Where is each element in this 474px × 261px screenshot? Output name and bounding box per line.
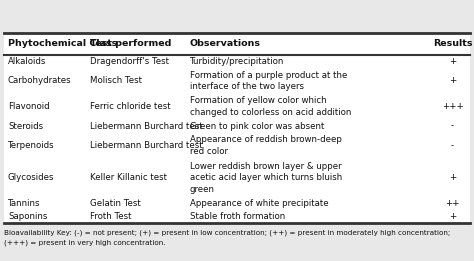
Text: Dragendorff's Test: Dragendorff's Test <box>90 57 169 66</box>
Text: Stable froth formation: Stable froth formation <box>190 212 285 221</box>
Bar <box>4 55 470 68</box>
Text: Liebermann Burchard test: Liebermann Burchard test <box>90 122 202 130</box>
Text: Formation of a purple product at the
interface of the two layers: Formation of a purple product at the int… <box>190 71 347 91</box>
Text: Lower reddish brown layer & upper
acetic acid layer which turns bluish
green: Lower reddish brown layer & upper acetic… <box>190 162 342 194</box>
Text: Liebermann Burchard test: Liebermann Burchard test <box>90 141 202 150</box>
Text: Turbidity/precipitation: Turbidity/precipitation <box>190 57 284 66</box>
Bar <box>4 210 470 223</box>
Text: Green to pink color was absent: Green to pink color was absent <box>190 122 324 130</box>
Text: Steroids: Steroids <box>8 122 43 130</box>
Text: Keller Killanic test: Keller Killanic test <box>90 173 166 182</box>
Bar <box>4 197 470 210</box>
Text: Tannins: Tannins <box>8 199 40 208</box>
Text: Molisch Test: Molisch Test <box>90 76 142 85</box>
Text: Bioavailability Key: (-) = not present; (+) = present in low concentration; (++): Bioavailability Key: (-) = not present; … <box>4 230 450 236</box>
Bar <box>4 68 470 94</box>
Text: +++: +++ <box>442 102 464 111</box>
Text: Alkaloids: Alkaloids <box>8 57 46 66</box>
Text: (+++) = present in very high concentration.: (+++) = present in very high concentrati… <box>4 240 165 246</box>
Text: +: + <box>449 76 456 85</box>
Text: Gelatin Test: Gelatin Test <box>90 199 140 208</box>
Bar <box>4 33 470 223</box>
Bar <box>4 158 470 197</box>
Text: Saponins: Saponins <box>8 212 47 221</box>
Text: Froth Test: Froth Test <box>90 212 131 221</box>
Text: Formation of yellow color which
changed to colorless on acid addition: Formation of yellow color which changed … <box>190 97 351 117</box>
Text: Glycosides: Glycosides <box>8 173 55 182</box>
Bar <box>4 94 470 120</box>
Text: Test performed: Test performed <box>90 39 171 49</box>
Text: -: - <box>451 141 454 150</box>
Text: Carbohydrates: Carbohydrates <box>8 76 72 85</box>
Text: Results: Results <box>433 39 472 49</box>
Text: Observations: Observations <box>190 39 261 49</box>
Bar <box>4 120 470 133</box>
Text: Appearance of reddish brown-deep
red color: Appearance of reddish brown-deep red col… <box>190 135 342 156</box>
Text: +: + <box>449 173 456 182</box>
Text: Terpenoids: Terpenoids <box>8 141 55 150</box>
Text: +: + <box>449 212 456 221</box>
Text: -: - <box>451 122 454 130</box>
Text: Appearance of white precipitate: Appearance of white precipitate <box>190 199 328 208</box>
Text: ++: ++ <box>445 199 460 208</box>
Text: Ferric chloride test: Ferric chloride test <box>90 102 170 111</box>
Bar <box>4 133 470 158</box>
Text: Flavonoid: Flavonoid <box>8 102 50 111</box>
Text: Phytochemical Class: Phytochemical Class <box>8 39 117 49</box>
Text: +: + <box>449 57 456 66</box>
